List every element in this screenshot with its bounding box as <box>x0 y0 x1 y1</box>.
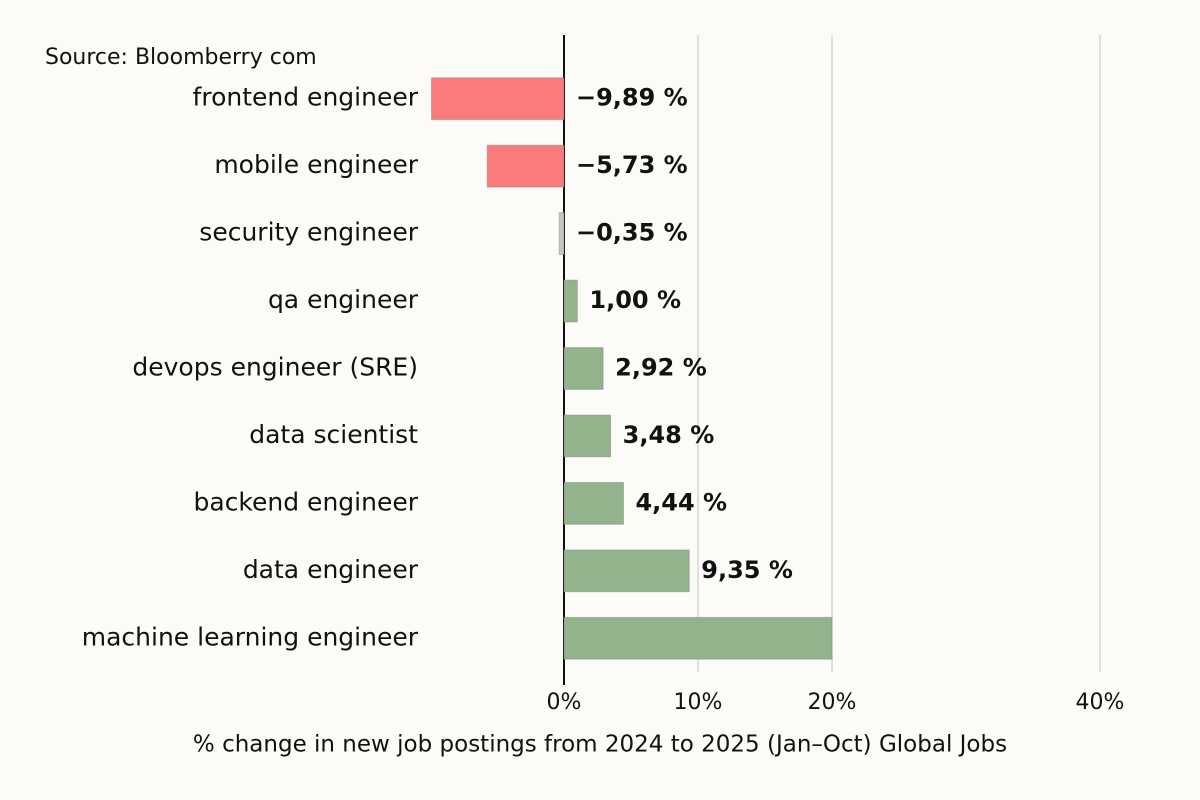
value-label: 1,00 % <box>589 286 681 314</box>
bar <box>563 414 612 458</box>
x-tick-label: 0% <box>547 690 582 715</box>
bar <box>563 616 833 660</box>
bar <box>563 347 604 390</box>
value-label: −0,35 % <box>576 219 688 247</box>
bar <box>563 481 624 525</box>
value-label: −9,89 % <box>576 84 688 112</box>
x-tick-label: 20% <box>808 690 857 715</box>
bar <box>558 212 565 256</box>
y-tick-label: devops engineer (SRE) <box>132 353 418 382</box>
y-tick-label: security engineer <box>199 218 418 247</box>
x-tick-label: 40% <box>1076 690 1125 715</box>
value-label: −5,73 % <box>576 151 688 179</box>
x-tick-label: 10% <box>674 690 723 715</box>
bar <box>486 144 565 188</box>
y-tick-label: backend engineer <box>194 487 419 516</box>
bar <box>563 279 578 323</box>
y-tick-label: machine learning engineer <box>82 622 419 651</box>
value-label: 3,48 % <box>623 421 715 449</box>
value-label: 2,92 % <box>615 354 707 382</box>
y-tick-label: data engineer <box>243 555 419 584</box>
source: Source: Bloomberry com <box>45 45 317 70</box>
bar <box>430 77 565 121</box>
x-axis-label: % change in new job postings from 2024 t… <box>193 732 1007 758</box>
y-tick-label: qa engineer <box>268 285 419 314</box>
y-tick-label: mobile engineer <box>214 150 418 179</box>
value-label: 4,44 % <box>635 488 727 516</box>
y-tick-label: data scientist <box>249 420 418 449</box>
y-tick-label: frontend engineer <box>193 83 419 112</box>
value-label: 9,35 % <box>701 556 793 584</box>
bar <box>563 549 690 593</box>
